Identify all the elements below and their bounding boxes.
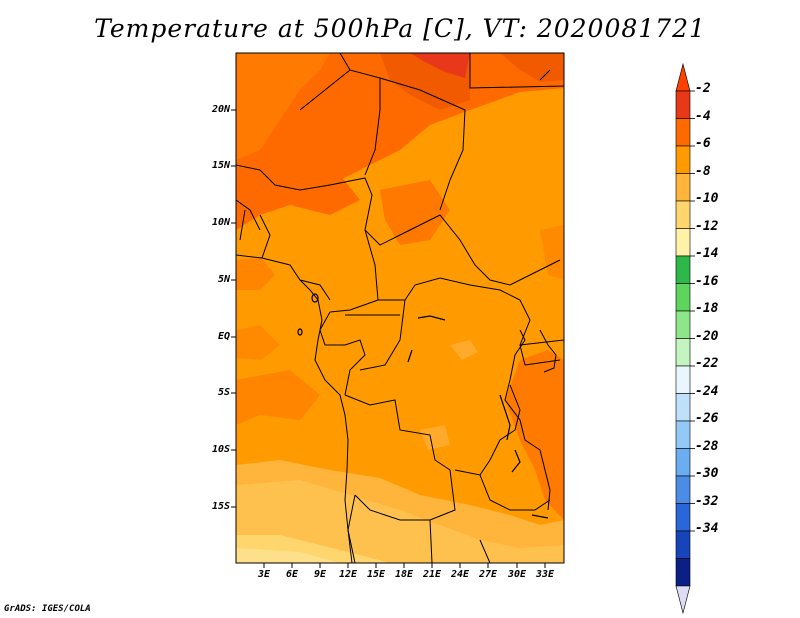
colorbar-swatch — [675, 393, 691, 422]
colorbar-label: -32 — [695, 494, 719, 509]
colorbar-swatch — [675, 365, 691, 394]
colorbar-swatch — [675, 530, 691, 559]
colorbar-label: -10 — [695, 191, 719, 206]
colorbar-label: -2 — [695, 81, 711, 96]
colorbar-label: -34 — [695, 521, 719, 536]
lon-label: 21E — [422, 569, 442, 580]
colorbar-label: -14 — [695, 246, 719, 261]
map-frame — [235, 52, 565, 564]
credit-text: GrADS: IGES/COLA — [4, 604, 91, 614]
colorbar-swatch — [675, 420, 691, 449]
lat-label: EQ — [217, 331, 230, 342]
colorbar-label: -16 — [695, 274, 719, 289]
lon-label: 27E — [478, 569, 498, 580]
colorbar-label: -12 — [695, 219, 719, 234]
colorbar-label: -30 — [695, 466, 719, 481]
lat-label: 10S — [211, 444, 230, 455]
colorbar-top-arrow — [675, 62, 691, 92]
colorbar-label: -8 — [695, 164, 711, 179]
colorbar-label: -22 — [695, 356, 719, 371]
colorbar-swatch — [675, 255, 691, 284]
colorbar-swatch — [675, 558, 691, 587]
lon-label: 12E — [338, 569, 358, 580]
colorbar-swatch — [675, 448, 691, 477]
colorbar-swatch — [675, 503, 691, 532]
colorbar-bottom-arrow — [675, 585, 691, 615]
colorbar-swatch — [675, 475, 691, 504]
colorbar-swatch — [675, 283, 691, 312]
lon-label: 9E — [313, 569, 327, 580]
lat-label: 5S — [217, 387, 230, 398]
lakes — [297, 293, 549, 519]
colorbar-swatch — [675, 173, 691, 202]
lat-label: 20N — [211, 104, 230, 115]
colorbar-swatch — [675, 200, 691, 229]
colorbar-label: -28 — [695, 439, 719, 454]
colorbar-label: -24 — [695, 384, 719, 399]
coastline — [299, 69, 557, 563]
lon-label: 18E — [394, 569, 414, 580]
lon-label: 30E — [507, 569, 527, 580]
lat-label: 10N — [211, 217, 230, 228]
map-title: Temperature at 500hPa [C], VT: 202008172… — [94, 14, 706, 43]
lon-label: 15E — [366, 569, 386, 580]
colorbar-label: -4 — [695, 109, 711, 124]
colorbar-swatch — [675, 310, 691, 339]
axis-ticks — [231, 109, 546, 568]
colorbar-label: -6 — [695, 136, 711, 151]
colorbar — [675, 62, 695, 615]
lon-label: 24E — [450, 569, 470, 580]
colorbar-swatch — [675, 145, 691, 174]
lat-label: 15S — [211, 501, 230, 512]
lon-label: 6E — [285, 569, 299, 580]
colorbar-swatch — [675, 118, 691, 147]
lon-label: 33E — [535, 569, 555, 580]
colorbar-swatch — [675, 90, 691, 119]
lat-label: 5N — [217, 274, 230, 285]
colorbar-label: -26 — [695, 411, 719, 426]
colorbar-swatch — [675, 338, 691, 367]
lon-label: 3E — [257, 569, 271, 580]
colorbar-label: -20 — [695, 329, 719, 344]
colorbar-label: -18 — [695, 301, 719, 316]
lat-label: 15N — [211, 160, 230, 171]
temperature-field — [236, 53, 564, 563]
colorbar-swatch — [675, 228, 691, 257]
country-borders — [236, 53, 564, 563]
